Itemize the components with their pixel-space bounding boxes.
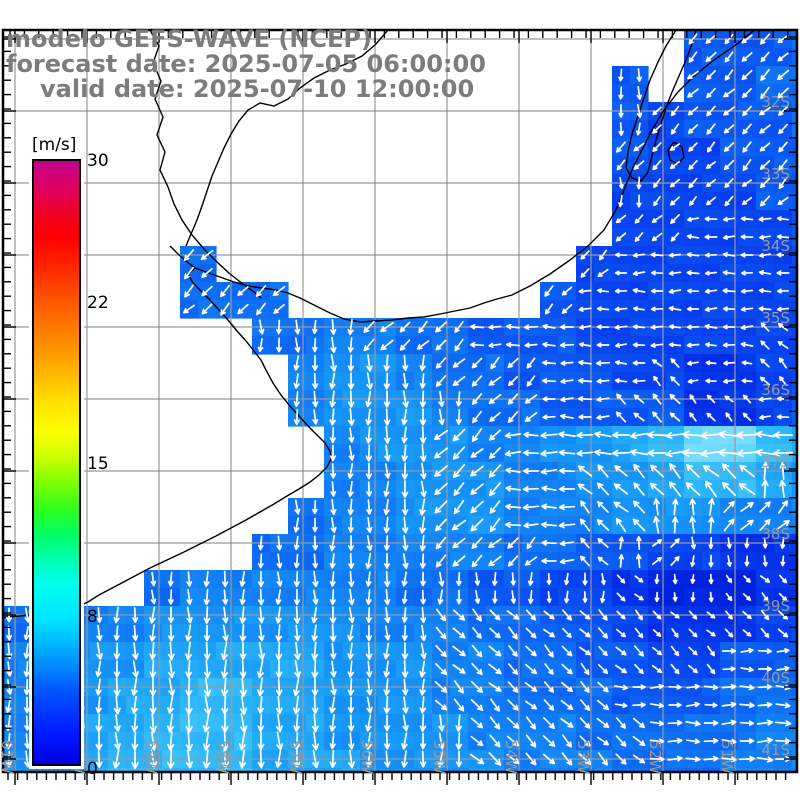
latitude-label: 36S (761, 381, 790, 399)
valid-date-label: valid date: 2025-07-10 12:00:00 (40, 75, 474, 103)
colorbar: [m/s] 30 22 15 8 0 (29, 135, 109, 779)
longitude-label: 52W (646, 740, 664, 774)
small-lake-outline (667, 141, 685, 165)
latitude-label: 35S (761, 309, 790, 327)
lagoon-outline (625, 30, 697, 182)
coastline-layer (3, 30, 756, 619)
uruguay-river (149, 30, 262, 299)
latitude-label: 33S (761, 165, 790, 183)
latitude-label: 34S (761, 237, 790, 255)
colorbar-tick-labels: 30 22 15 8 0 (87, 151, 109, 779)
forecast-date-label: forecast date: 2025-07-05 06:00:00 (6, 50, 486, 78)
latitude-label: 32S (761, 93, 790, 111)
map-frame-and-ticks (1, 28, 799, 785)
model-title: modelo GEFS-WAVE (NCEP) (6, 25, 372, 53)
latitude-label: 38S (761, 525, 790, 543)
longitude-label: 53W (574, 740, 592, 774)
latitude-label: 41S (761, 741, 790, 759)
parana-river (169, 245, 196, 269)
map-axis-labels: 32S33S34S35S36S37S38S39S40S41S61W60W59W5… (0, 93, 790, 774)
colorbar-tick-label: 8 (87, 607, 98, 627)
longitude-label: 57W (286, 740, 304, 774)
longitude-label: 61W (0, 740, 16, 774)
colorbar-tick-label: 0 (87, 759, 98, 779)
colorbar-unit-label: [m/s] (32, 135, 76, 155)
longitude-label: 54W (502, 740, 520, 774)
latitude-label: 39S (761, 597, 790, 615)
longitude-label: 58W (214, 740, 232, 774)
wave-direction-arrows (5, 33, 794, 770)
rio-negro-river (185, 30, 389, 247)
colorbar-gradient (32, 159, 81, 766)
longitude-label: 51W (718, 740, 736, 774)
colorbar-tick-label: 30 (87, 151, 109, 171)
wave-field-cells (3, 30, 797, 772)
longitude-label: 55W (430, 740, 448, 774)
latitude-label: 40S (761, 669, 790, 687)
map-gridlines (3, 30, 797, 772)
coastline-main (3, 30, 756, 619)
title-block: modelo GEFS-WAVE (NCEP) forecast date: 2… (6, 25, 486, 103)
longitude-label: 56W (358, 740, 376, 774)
longitude-label: 59W (142, 740, 160, 774)
latitude-label: 37S (761, 453, 790, 471)
colorbar-tick-label: 15 (87, 454, 109, 474)
colorbar-tick-label: 22 (87, 293, 109, 313)
